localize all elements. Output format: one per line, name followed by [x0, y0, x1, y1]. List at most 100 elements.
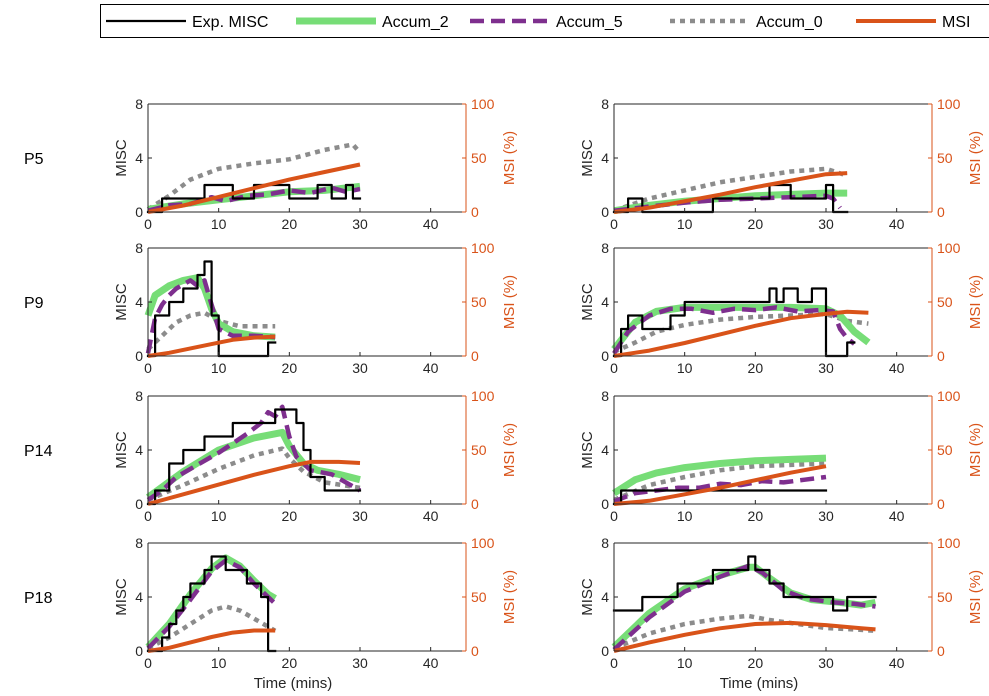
series-group [146, 142, 362, 214]
series-a5 [145, 278, 276, 354]
y-tick-label-right: 50 [471, 150, 487, 166]
legend-entry-exp: Exp. MISC [106, 14, 268, 31]
series-exp [612, 183, 849, 214]
y-axis-label-right: MSI (%) [501, 131, 518, 185]
series-msi [613, 620, 876, 653]
series-exp [146, 183, 362, 214]
y-tick-label-right: 50 [937, 442, 953, 458]
x-tick-label: 20 [282, 508, 298, 524]
y-tick-label-right: 100 [937, 535, 961, 551]
y-tick-label-left: 8 [135, 96, 143, 112]
y-tick-label-left: 8 [135, 240, 143, 256]
y-tick-label-left: 0 [601, 348, 609, 364]
y-axis-label-right: MSI (%) [967, 275, 984, 329]
y-tick-label-right: 50 [937, 589, 953, 605]
series-a5 [613, 474, 827, 504]
y-axis-label-left: MISC [579, 283, 596, 321]
x-tick-label: 10 [211, 508, 227, 524]
x-tick-label: 10 [211, 360, 227, 376]
series-exp [146, 260, 277, 358]
row-label-p14: P14 [24, 443, 53, 460]
x-tick-label: 10 [677, 655, 693, 671]
x-tick-label: 10 [677, 360, 693, 376]
y-tick-label-right: 0 [471, 496, 479, 512]
series-a5 [612, 305, 856, 355]
x-tick-label: 10 [211, 655, 227, 671]
y-tick-label-left: 4 [601, 150, 609, 166]
y-tick-label-left: 0 [601, 204, 609, 220]
y-tick-label-left: 0 [601, 496, 609, 512]
x-tick-label: 40 [423, 508, 439, 524]
y-tick-label-right: 100 [471, 96, 495, 112]
legend: Exp. MISC Accum_2 Accum_5 Accum_0 MSI [100, 4, 989, 38]
series-a0 [147, 446, 361, 502]
y-axis-label-right: MSI (%) [501, 570, 518, 624]
y-axis-label-right: MSI (%) [501, 423, 518, 477]
series-exp [146, 555, 277, 653]
y-tick-label-left: 4 [601, 294, 609, 310]
series-a2 [611, 563, 877, 650]
y-tick-label-left: 8 [601, 388, 609, 404]
series-group [611, 287, 871, 358]
y-tick-label-right: 50 [937, 150, 953, 166]
series-a0 [613, 311, 869, 354]
y-tick-label-left: 8 [601, 240, 609, 256]
x-tick-label: 20 [282, 360, 298, 376]
legend-label-a5: Accum_5 [556, 14, 623, 31]
panel-p9-col1: 0 10 20 30 40 0 4 8 0 50 100 MISC MSI (%) [113, 240, 518, 376]
series-a0 [146, 604, 277, 651]
y-tick-label-right: 100 [471, 535, 495, 551]
y-axis-label-left: MISC [113, 283, 130, 321]
series-msi [613, 464, 827, 506]
series-a0 [613, 613, 876, 651]
x-tick-label: 10 [677, 508, 693, 524]
x-tick-label: 40 [423, 360, 439, 376]
series-a0 [613, 166, 848, 213]
legend-entry-a0: Accum_0 [670, 14, 823, 31]
panel-p14-col1: 0 10 20 30 40 0 4 8 0 50 100 MISC MSI (%) [113, 388, 518, 524]
x-tick-label: 20 [748, 655, 764, 671]
panel-p5-col1: 0 10 20 30 40 0 4 8 0 50 100 MISC MSI (%) [113, 96, 518, 232]
x-tick-label: 30 [818, 655, 834, 671]
y-axis-label-right: MSI (%) [501, 275, 518, 329]
y-tick-label-right: 100 [471, 240, 495, 256]
y-tick-label-right: 50 [471, 442, 487, 458]
series-msi [147, 162, 361, 214]
y-tick-label-left: 0 [135, 496, 143, 512]
x-tick-label: 0 [610, 360, 618, 376]
series-a5 [147, 185, 361, 213]
series-msi [147, 334, 276, 358]
series-a5 [612, 563, 876, 652]
y-tick-label-left: 0 [135, 204, 143, 220]
y-tick-label-right: 0 [471, 643, 479, 659]
row-label-p5: P5 [24, 151, 44, 168]
y-tick-label-left: 4 [135, 442, 143, 458]
y-tick-label-right: 0 [937, 496, 945, 512]
legend-label-a0: Accum_0 [756, 14, 823, 31]
legend-label-a2: Accum_2 [382, 14, 449, 31]
series-msi [147, 628, 276, 653]
x-tick-label: 30 [352, 655, 368, 671]
x-axis-label: Time (mins) [720, 675, 799, 692]
y-tick-label-left: 8 [601, 535, 609, 551]
y-tick-label-left: 8 [601, 96, 609, 112]
x-tick-label: 20 [282, 655, 298, 671]
y-tick-label-left: 8 [135, 388, 143, 404]
x-tick-label: 10 [677, 216, 693, 232]
y-tick-label-right: 100 [471, 388, 495, 404]
x-tick-label: 30 [818, 508, 834, 524]
x-tick-label: 10 [211, 216, 227, 232]
series-msi [613, 171, 848, 214]
series-a0 [146, 142, 362, 212]
y-axis-label-left: MISC [579, 578, 596, 616]
y-tick-label-right: 0 [471, 348, 479, 364]
series-exp [612, 555, 877, 612]
legend-entry-msi: MSI [856, 14, 970, 31]
x-axis-label: Time (mins) [254, 675, 333, 692]
y-tick-label-right: 50 [471, 589, 487, 605]
y-tick-label-left: 8 [135, 535, 143, 551]
x-tick-label: 40 [889, 655, 905, 671]
y-tick-label-right: 0 [937, 348, 945, 364]
panel-p9-col2: 0 10 20 30 40 0 4 8 0 50 100 MISC MSI (%) [579, 240, 984, 376]
